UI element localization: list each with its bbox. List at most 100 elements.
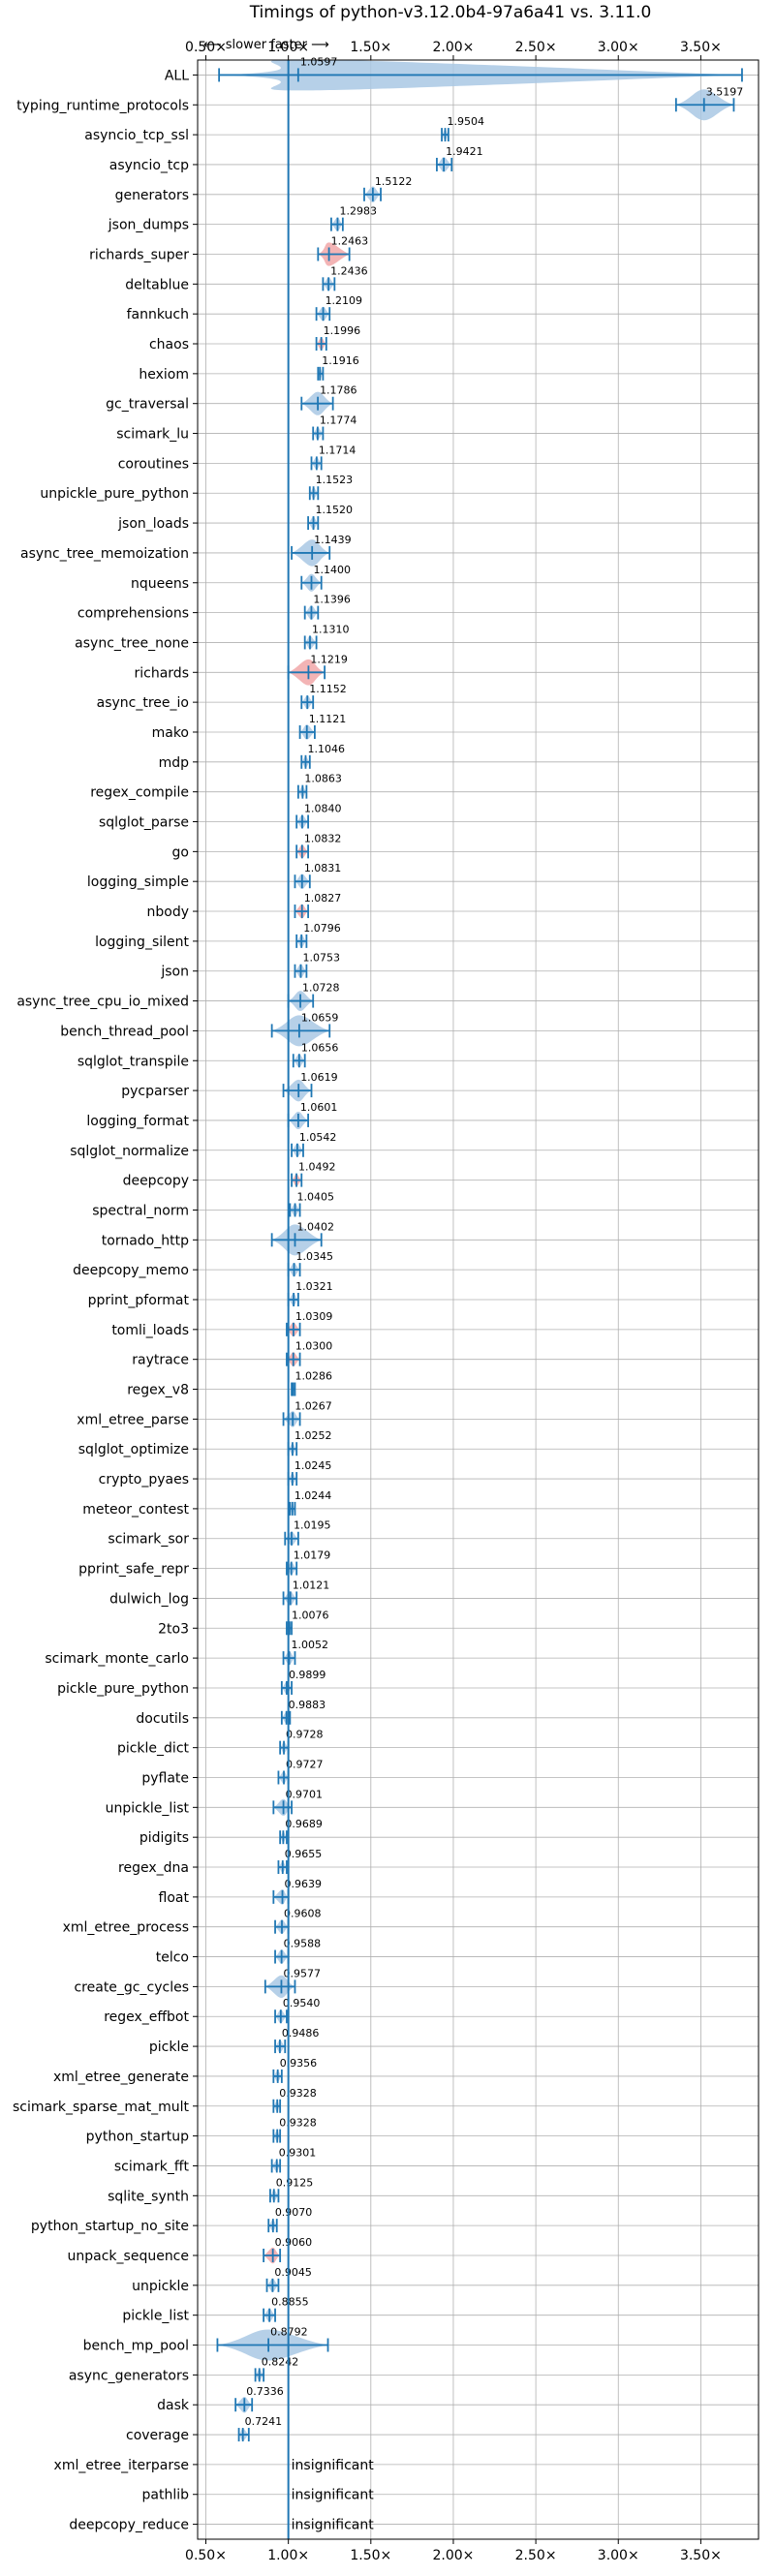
benchmark-row: raytrace 1.0300 [132,1340,332,1368]
insignificant-label: insignificant [292,2458,375,2473]
value-label: 0.9608 [284,1908,322,1920]
value-label: 0.8242 [262,2355,299,2368]
category-label: coroutines [118,456,189,472]
benchmark-row: pprint_safe_repr 1.0179 [78,1549,330,1578]
category-label: nqueens [131,576,189,592]
benchmark-row: nqueens 1.1400 [131,564,351,592]
value-label: 1.0619 [300,1071,338,1084]
value-label: 1.1996 [324,324,361,337]
value-label: 1.0840 [304,803,342,815]
value-label: 1.1916 [322,354,359,367]
value-label: 1.1152 [309,683,347,695]
value-label: 1.5122 [375,175,413,188]
value-label: 1.0863 [304,773,342,785]
benchmark-row: float 0.9639 [159,1878,322,1906]
category-label: scimark_fft [114,2159,190,2174]
category-label: spectral_norm [92,1203,189,1218]
category-label: scimark_monte_carlo [45,1651,189,1667]
benchmark-row: tornado_http 1.0402 [102,1220,334,1256]
value-label: 1.0076 [292,1609,329,1621]
value-label: 1.0309 [295,1310,333,1323]
value-label: 1.0252 [294,1429,332,1442]
category-label: xml_etree_parse [77,1412,189,1427]
category-label: async_tree_none [75,635,189,651]
insignificant-label: insignificant [292,2488,375,2503]
benchmark-row: logging_simple 1.0831 [87,862,341,890]
benchmark-row: sqlglot_transpile 1.0656 [78,1041,339,1069]
benchmark-row: pathlib insignificant [142,2488,375,2503]
benchmark-row: spectral_norm 1.0405 [92,1190,334,1218]
value-label: 0.9728 [286,1729,324,1741]
category-label: coverage [126,2428,189,2443]
value-label: 1.1714 [319,444,356,456]
value-label: 0.7336 [246,2385,284,2398]
plot-area: 0.50× 0.50× 1.00× 1.00× 1.50× 1.50× 2.00× 2.00×… [13,40,760,2563]
x-tick-label-bottom: 1.50× [350,2548,391,2563]
category-label: asyncio_tcp_ssl [84,128,189,143]
category-label: unpickle [132,2279,189,2294]
category-label: gc_traversal [106,397,189,413]
value-label: 1.0753 [302,952,340,965]
category-label: logging_format [86,1114,189,1129]
benchmark-row: deepcopy_memo 1.0345 [73,1250,333,1278]
category-label: pickle_dict [117,1741,190,1757]
value-label: 1.0827 [304,892,342,905]
category-label: go [172,844,189,860]
category-label: comprehensions [78,606,189,622]
category-label: nbody [147,905,190,920]
benchmark-row: sqlite_synth 0.9125 [108,2176,313,2204]
category-label: tomli_loads [111,1323,189,1338]
benchmark-row: python_startup_no_site 0.9070 [31,2206,312,2234]
category-label: scimark_sor [108,1532,189,1548]
benchmark-row: sqlglot_parse 1.0840 [99,803,341,831]
value-label: 1.0345 [296,1250,334,1263]
category-label: regex_compile [90,785,189,801]
benchmark-row: sqlglot_normalize 1.0542 [70,1131,336,1159]
value-label: 1.0121 [293,1579,330,1591]
value-label: 0.9301 [279,2146,317,2159]
value-label: 0.9540 [283,1997,321,2009]
category-label: hexiom [139,367,189,383]
value-label: 1.2463 [331,234,369,247]
value-label: 0.7241 [245,2415,283,2428]
benchmark-row: async_tree_cpu_io_mixed 1.0728 [16,982,340,1011]
value-label: 1.0195 [294,1519,331,1532]
benchmark-row: scimark_lu 1.1774 [116,414,356,443]
value-label: 0.9486 [282,2027,320,2039]
value-label: 0.9588 [284,1938,322,1950]
insignificant-label: insignificant [292,2518,375,2533]
category-label: dulwich_log [109,1591,189,1607]
benchmark-row: json 1.0753 [160,952,340,980]
category-label: crypto_pyaes [99,1472,189,1487]
benchmark-row: ALL 1.0597 [165,55,743,91]
category-label: richards_super [89,247,189,262]
value-label: 0.9639 [285,1878,323,1890]
plot-frame [197,59,760,2540]
benchmark-row: async_tree_memoization 1.1439 [20,534,352,567]
benchmark-row: python_startup 0.9328 [86,2117,317,2145]
benchmark-row: xml_etree_parse 1.0267 [77,1399,331,1427]
benchmark-row: xml_etree_generate 0.9356 [53,2057,317,2085]
benchmark-row: pycparser 1.0619 [121,1071,338,1102]
category-label: xml_etree_iterparse [54,2458,189,2473]
x-tick-label-top: 2.00× [433,40,475,55]
category-label: deepcopy [123,1174,189,1189]
category-label: async_tree_memoization [20,546,189,562]
category-label: 2to3 [158,1621,189,1637]
category-label: scimark_lu [116,427,189,443]
benchmark-row: crypto_pyaes 1.0245 [99,1459,332,1487]
value-label: 0.9655 [285,1848,323,1860]
category-label: asyncio_tcp [109,158,189,173]
value-label: 1.1523 [316,474,354,486]
category-label: telco [156,1950,189,1966]
value-label: 0.9328 [279,2087,317,2100]
category-label: richards [135,665,190,681]
benchmark-row: nbody 1.0827 [147,892,342,920]
x-tick-label-top: 2.50× [515,40,557,55]
x-tick-label-bottom: 2.00× [433,2548,475,2563]
value-label: 1.0286 [295,1370,333,1383]
benchmark-row: async_generators 0.8242 [69,2355,298,2383]
value-label: 1.0542 [299,1131,337,1144]
value-label: 1.2983 [339,205,377,218]
category-label: pathlib [142,2488,190,2503]
